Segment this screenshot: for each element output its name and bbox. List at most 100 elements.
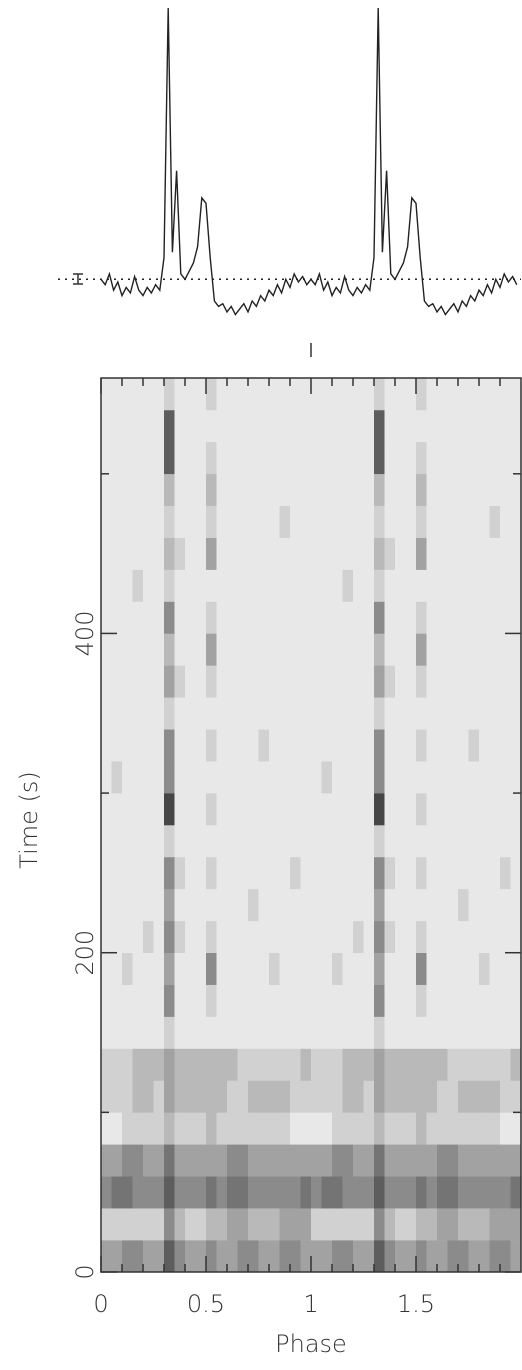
heat-cell <box>332 505 343 538</box>
heat-cell <box>416 1112 427 1145</box>
heat-cell <box>153 665 165 698</box>
heat-cell <box>332 984 343 1017</box>
heat-cell <box>510 633 522 666</box>
heat-cell <box>437 1176 448 1209</box>
heat-cell <box>143 378 154 411</box>
heat-cell <box>122 505 133 538</box>
heat-cell <box>321 697 333 730</box>
heat-cell <box>321 888 333 922</box>
heat-cell <box>311 920 322 954</box>
heat-cell <box>395 409 406 443</box>
heat-cell <box>353 537 364 570</box>
heat-cell <box>195 1080 207 1113</box>
heat-cell <box>374 1208 385 1241</box>
heat-cell <box>321 505 333 538</box>
heat-cell <box>311 537 322 570</box>
heat-cell <box>500 665 511 698</box>
heat-cell <box>353 1208 364 1241</box>
heat-cell <box>332 601 343 634</box>
heat-cell <box>206 1240 217 1273</box>
heat-cell <box>500 984 511 1017</box>
heat-cell <box>384 505 396 538</box>
heat-cell <box>101 856 112 890</box>
heat-cell <box>395 952 406 985</box>
heat-cell <box>321 952 333 985</box>
heat-cell <box>321 1144 333 1177</box>
heat-cell <box>458 761 469 794</box>
heat-cell <box>384 378 396 411</box>
heat-cell <box>290 761 301 794</box>
heat-cell <box>237 888 249 922</box>
heat-cell <box>363 729 375 762</box>
heat-cell <box>269 1144 280 1177</box>
heat-cell <box>185 1080 196 1113</box>
heat-cell <box>363 1016 375 1049</box>
heat-cell <box>111 601 123 634</box>
heat-cell <box>143 601 154 634</box>
heat-cell <box>332 1208 343 1241</box>
heat-cell <box>143 505 154 538</box>
heat-cell <box>353 665 364 698</box>
heat-cell <box>479 441 490 475</box>
heat-cell <box>227 984 238 1017</box>
heat-cell <box>143 569 154 602</box>
heat-cell <box>258 952 270 985</box>
heat-cell <box>258 761 270 794</box>
heat-cell <box>405 633 417 666</box>
heat-cell <box>353 569 364 602</box>
heat-cell <box>374 920 385 954</box>
heat-cell <box>332 793 343 826</box>
heat-cell <box>143 888 154 922</box>
heat-cell <box>279 1208 291 1241</box>
heat-cell <box>164 920 175 954</box>
heat-cell <box>510 569 522 602</box>
heat-cell <box>248 1048 259 1081</box>
heat-cell <box>153 952 165 985</box>
heat-cell <box>363 665 375 698</box>
heat-cell <box>206 729 217 762</box>
heat-cell <box>363 537 375 570</box>
heat-cell <box>206 473 217 507</box>
heat-cell <box>479 825 490 858</box>
heat-cell <box>101 793 112 826</box>
heat-cell <box>153 505 165 538</box>
heat-cell <box>332 825 343 858</box>
heat-cell <box>458 984 469 1017</box>
heat-cell <box>101 952 112 985</box>
heat-cell <box>269 409 280 443</box>
heat-cell <box>164 1112 175 1145</box>
heat-cell <box>174 378 186 411</box>
heat-cell <box>479 1176 490 1209</box>
heat-cell <box>500 633 511 666</box>
heat-cell <box>122 952 133 985</box>
heat-cell <box>374 793 385 826</box>
heat-cell <box>111 920 123 954</box>
heat-cell <box>500 1240 511 1273</box>
heat-cell <box>416 473 427 507</box>
heat-cell <box>206 1144 217 1177</box>
heat-cell <box>258 378 270 411</box>
heat-cell <box>395 729 406 762</box>
heat-cell <box>332 409 343 443</box>
heat-cell <box>363 984 375 1017</box>
heat-cell <box>510 473 522 507</box>
heat-cell <box>500 697 511 730</box>
heat-cell <box>510 1016 522 1049</box>
heat-cell <box>143 729 154 762</box>
heat-cell <box>122 984 133 1017</box>
heat-cell <box>489 825 501 858</box>
heat-cell <box>143 633 154 666</box>
heat-cell <box>311 984 322 1017</box>
heat-cell <box>164 1144 175 1177</box>
heat-cell <box>489 1016 501 1049</box>
heat-cell <box>374 537 385 570</box>
heat-cell <box>374 984 385 1017</box>
heat-cell <box>437 1240 448 1273</box>
heat-cell <box>164 793 175 826</box>
heat-cell <box>384 952 396 985</box>
heat-cell <box>143 984 154 1017</box>
heat-cell <box>185 1048 196 1081</box>
heat-cell <box>510 952 522 985</box>
heat-cell <box>111 697 123 730</box>
heat-cell <box>122 856 133 890</box>
